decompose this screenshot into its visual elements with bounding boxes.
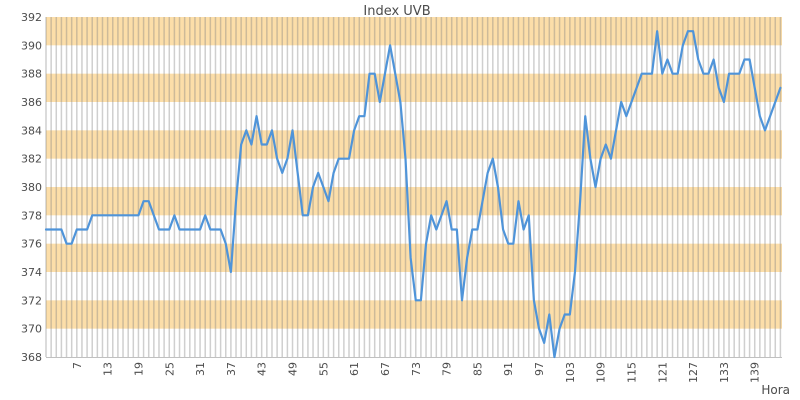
x-tick-label: 55: [317, 362, 330, 376]
x-tick-label: 73: [410, 362, 423, 376]
x-tick-label: 91: [502, 362, 515, 376]
x-tick-label: 31: [194, 362, 207, 376]
y-tick-label: 370: [21, 323, 42, 336]
y-tick-label: 392: [21, 11, 42, 24]
x-tick-label: 13: [102, 362, 115, 376]
x-tick-label: 139: [749, 362, 762, 383]
x-tick-label: 121: [656, 362, 669, 383]
x-tick-label: 49: [287, 362, 300, 376]
y-tick-label: 368: [21, 351, 42, 364]
x-tick-label: 103: [564, 362, 577, 383]
alternating-band: [46, 187, 782, 216]
y-tick-label: 380: [21, 181, 42, 194]
x-tick-label: 67: [379, 362, 392, 376]
alternating-band: [46, 17, 782, 46]
alternating-band: [46, 243, 782, 272]
x-tick-label: 79: [441, 362, 454, 376]
y-tick-label: 376: [21, 238, 42, 251]
y-tick-label: 388: [21, 68, 42, 81]
x-tick-label: 127: [687, 362, 700, 383]
series-line: [44, 30, 782, 359]
x-tick-label: 85: [471, 362, 484, 376]
chart-title: Index UVB: [363, 4, 431, 19]
alternating-band: [46, 300, 782, 329]
y-tick-label: 386: [21, 96, 42, 109]
x-tick-label: 133: [718, 362, 731, 383]
x-tick-label: 61: [348, 362, 361, 376]
x-tick-label: 43: [256, 362, 269, 376]
x-tick-label: 109: [595, 362, 608, 383]
x-tick-label: 19: [132, 362, 145, 376]
alternating-band: [46, 130, 782, 159]
y-tick-label: 382: [21, 153, 42, 166]
alternating-band: [46, 73, 782, 102]
x-tick-label: 37: [225, 362, 238, 376]
y-tick-label: 374: [21, 266, 42, 279]
x-tick-label: 7: [71, 362, 84, 369]
x-tick-label: 25: [163, 362, 176, 376]
y-tick-label: 390: [21, 39, 42, 52]
x-tick-label: 97: [533, 362, 546, 376]
y-tick-label: 378: [21, 209, 42, 222]
x-tick-label: 115: [625, 362, 638, 383]
y-tick-label: 384: [21, 124, 42, 137]
y-tick-label: 372: [21, 294, 42, 307]
x-axis-title: Hora: [761, 383, 790, 397]
